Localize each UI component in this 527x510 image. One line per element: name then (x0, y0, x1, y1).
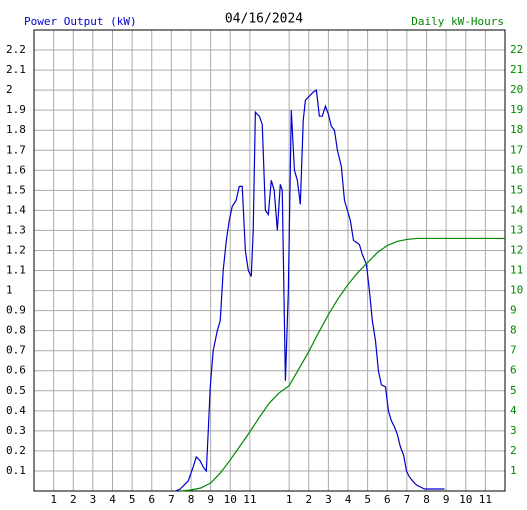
y-tick-label: 0.2 (6, 444, 26, 457)
x-tick-label: 5 (364, 493, 371, 506)
y-tick-label: 0.6 (6, 364, 26, 377)
y2-tick-label: 14 (510, 203, 524, 216)
x-tick-label: 4 (345, 493, 352, 506)
y2-tick-label: 17 (510, 143, 523, 156)
y2-tick-label: 19 (510, 103, 523, 116)
y2-tick-label: 3 (510, 424, 517, 437)
y-tick-label: 0.9 (6, 304, 26, 317)
y2-tick-label: 15 (510, 183, 523, 196)
plot-border (33, 29, 506, 492)
y-tick-label: 0.7 (6, 344, 26, 357)
series-line (175, 89, 445, 492)
plot-area (33, 29, 506, 492)
y2-tick-label: 20 (510, 83, 523, 96)
y2-tick-label: 10 (510, 284, 523, 297)
y-axis-label: Power Output (kW) (24, 15, 137, 28)
x-tick-label: 2 (305, 493, 312, 506)
x-tick-label: 9 (207, 493, 214, 506)
x-tick-label: 3 (325, 493, 332, 506)
x-tick-label: 6 (384, 493, 391, 506)
x-tick-label: 6 (148, 493, 155, 506)
x-tick-label: 10 (224, 493, 237, 506)
y2-tick-label: 22 (510, 43, 523, 56)
y-tick-label: 2.2 (6, 43, 26, 56)
y-tick-label: 2 (6, 83, 13, 96)
y2-tick-label: 12 (510, 243, 523, 256)
x-tick-label: 3 (90, 493, 97, 506)
y-tick-label: 0.1 (6, 464, 26, 477)
y-tick-label: 0.3 (6, 424, 26, 437)
x-tick-label: 9 (443, 493, 450, 506)
y-tick-label: 1.2 (6, 243, 26, 256)
y-tick-label: 1.9 (6, 103, 26, 116)
y2-tick-label: 6 (510, 364, 517, 377)
chart-title: 04/16/2024 (225, 12, 303, 27)
y-tick-label: 1.6 (6, 163, 26, 176)
y-tick-label: 0.8 (6, 324, 26, 337)
x-tick-label: 7 (404, 493, 411, 506)
y2-tick-label: 4 (510, 404, 517, 417)
y-tick-label: 1.7 (6, 143, 26, 156)
x-tick-label: 7 (168, 493, 175, 506)
y2-tick-label: 11 (510, 264, 523, 277)
x-tick-label: 8 (188, 493, 195, 506)
y2-tick-label: 1 (510, 464, 517, 477)
x-tick-label: 1 (50, 493, 57, 506)
x-tick-label: 8 (423, 493, 430, 506)
y2-tick-label: 7 (510, 344, 517, 357)
x-tick-label: 10 (459, 493, 472, 506)
x-tick-label: 11 (479, 493, 492, 506)
y-tick-label: 0.5 (6, 384, 26, 397)
y-tick-label: 1.5 (6, 183, 26, 196)
x-tick-label: 4 (109, 493, 116, 506)
y2-tick-label: 16 (510, 163, 523, 176)
y-tick-label: 1.4 (6, 203, 26, 216)
series-line (180, 237, 505, 492)
x-tick-label: 5 (129, 493, 136, 506)
y2-tick-label: 5 (510, 384, 517, 397)
y-tick-label: 1 (6, 284, 13, 297)
y-tick-label: 0.4 (6, 404, 26, 417)
y2-tick-label: 13 (510, 223, 523, 236)
y-tick-label: 1.1 (6, 264, 26, 277)
x-tick-label: 11 (243, 493, 256, 506)
y2-tick-label: 21 (510, 63, 523, 76)
y-tick-label: 1.3 (6, 223, 26, 236)
y2-tick-label: 18 (510, 123, 523, 136)
y-tick-label: 2.1 (6, 63, 26, 76)
y2-tick-label: 8 (510, 324, 517, 337)
y-tick-label: 1.8 (6, 123, 26, 136)
y2-axis-label: Daily kW-Hours (411, 15, 504, 28)
y2-tick-label: 9 (510, 304, 517, 317)
x-tick-label: 2 (70, 493, 77, 506)
y2-tick-label: 2 (510, 444, 517, 457)
x-tick-label: 1 (286, 493, 293, 506)
